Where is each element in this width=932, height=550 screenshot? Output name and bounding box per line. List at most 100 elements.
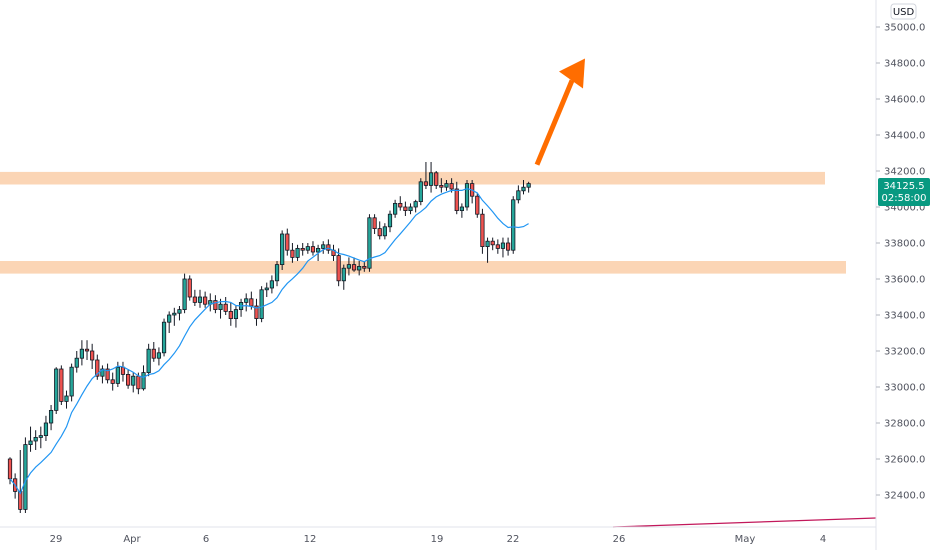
- trend-line[interactable]: [612, 517, 877, 528]
- candle-body-up: [43, 422, 49, 436]
- candle-body-down: [228, 310, 233, 319]
- candle: [79, 340, 84, 366]
- candle-body-up: [280, 233, 285, 266]
- candle-body-up: [141, 372, 146, 390]
- time-label: Apr: [123, 534, 141, 545]
- candle-body-down: [136, 375, 141, 390]
- candle: [192, 289, 197, 306]
- candle-body-down: [151, 348, 156, 359]
- candle: [346, 257, 352, 276]
- candle: [100, 365, 105, 384]
- candle: [264, 282, 269, 297]
- candle-body-up: [526, 183, 531, 188]
- candle-body-down: [249, 298, 254, 307]
- candle-body-down: [454, 188, 459, 212]
- candle: [151, 342, 156, 362]
- candle-body-up: [156, 352, 162, 359]
- time-axis[interactable]: 29 Apr 6 12 19 22 26 May 4: [50, 534, 827, 545]
- candle: [18, 450, 23, 513]
- candle: [223, 297, 228, 315]
- candle: [423, 162, 429, 189]
- candle-body-up: [79, 348, 84, 359]
- price-axis[interactable]: 35000.0 34800.0 34600.0 34400.0 34200.0 34000…: [876, 23, 925, 502]
- candle-body-down: [187, 278, 192, 298]
- moving-average-line: [9, 187, 529, 495]
- arrow-head-icon: [559, 58, 585, 89]
- candle-body-up: [161, 321, 167, 354]
- candle: [274, 261, 280, 287]
- candle-body-down: [254, 305, 259, 319]
- candle: [59, 365, 64, 405]
- price-tick-label: 32400.0: [884, 491, 925, 502]
- candle-body-up: [511, 199, 516, 251]
- time-label: 12: [304, 534, 317, 545]
- candle-body-up: [418, 181, 423, 203]
- candle: [38, 426, 43, 449]
- time-label: 6: [203, 534, 209, 545]
- candle: [485, 237, 490, 263]
- candle-body-up: [74, 357, 79, 368]
- price-tick-label: 33000.0: [884, 383, 925, 394]
- candle-body-up: [259, 289, 264, 319]
- candle: [105, 363, 110, 384]
- candle: [43, 415, 49, 441]
- price-tick-label: 34400.0: [884, 131, 925, 142]
- candle-body-down: [398, 202, 403, 208]
- last-price-badge: 34125.5 02:58:00: [878, 178, 930, 206]
- candle: [197, 289, 203, 308]
- candle-body-down: [336, 255, 341, 282]
- currency-label[interactable]: USD: [890, 3, 917, 20]
- candle-body-up: [48, 409, 54, 424]
- time-label: 29: [50, 534, 63, 545]
- candle: [141, 365, 146, 391]
- candle-body-up: [218, 303, 223, 311]
- candle-body-down: [362, 265, 367, 269]
- time-label: May: [735, 534, 756, 545]
- price-tick-label: 34800.0: [884, 59, 925, 70]
- price-tick-label: 34200.0: [884, 167, 925, 178]
- candle-body-down: [449, 183, 454, 190]
- candle-body-up: [516, 190, 521, 201]
- candle: [490, 237, 495, 251]
- candle: [511, 196, 516, 254]
- candle-body-up: [69, 366, 74, 397]
- candle-body-down: [213, 300, 218, 311]
- candle: [213, 295, 218, 314]
- candle: [177, 306, 182, 321]
- candle: [269, 275, 274, 294]
- time-label: 19: [431, 534, 444, 545]
- resistance-zone[interactable]: [0, 171, 825, 185]
- candle-body-up: [413, 201, 418, 208]
- candle-body-down: [423, 181, 429, 186]
- candle-body-up: [100, 368, 105, 377]
- candle: [64, 390, 69, 409]
- candle-body-down: [505, 242, 511, 251]
- candle-body-up: [23, 444, 28, 510]
- candle: [357, 261, 362, 276]
- candle-body-up: [115, 366, 120, 384]
- candle-body-down: [310, 246, 316, 253]
- candle: [372, 214, 377, 234]
- price-tick-label: 35000.0: [884, 23, 925, 34]
- support-zone[interactable]: [0, 261, 846, 274]
- candle: [285, 228, 290, 256]
- candle-body-up: [182, 278, 187, 311]
- candle: [505, 237, 511, 256]
- last-price-value: 34125.5: [883, 181, 924, 192]
- candle-body-up: [459, 206, 464, 211]
- price-tick-label: 32600.0: [884, 455, 925, 466]
- arrow-shaft: [534, 79, 575, 166]
- candle-body-up: [244, 298, 249, 303]
- candle-body-up: [131, 375, 136, 386]
- candle-body-down: [372, 217, 377, 230]
- candle-body-up: [197, 296, 203, 303]
- candle: [187, 275, 192, 301]
- projection-arrow[interactable]: [534, 58, 585, 166]
- candle: [84, 340, 90, 360]
- price-tick-label: 33400.0: [884, 311, 925, 322]
- candle-body-up: [367, 217, 372, 269]
- candle-body-down: [84, 348, 90, 352]
